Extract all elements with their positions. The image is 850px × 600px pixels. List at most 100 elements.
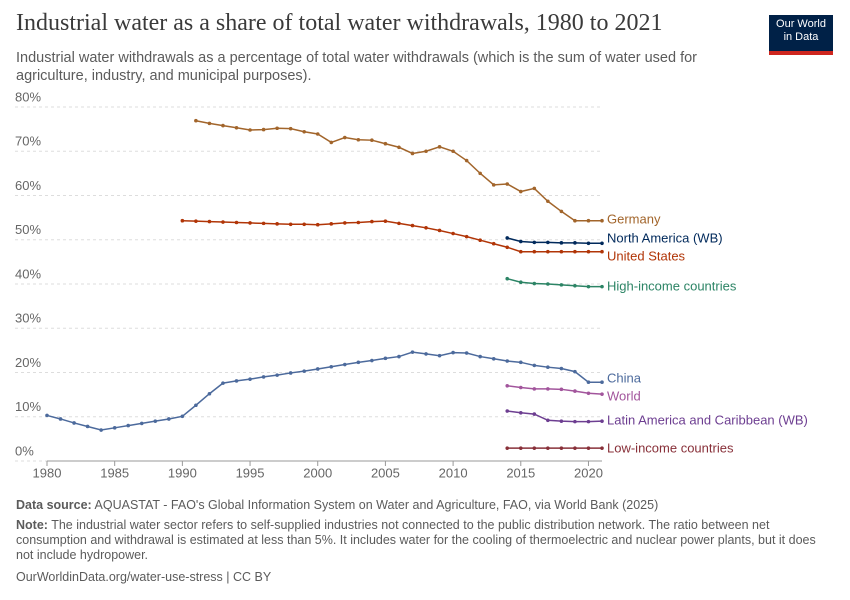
series-line [507,237,602,245]
x-tick-label: 1985 [100,465,129,480]
chart: 0% 10% 20% 30% 40% 50% 60% 70% 80% 1980 1985 1990 19… [15,89,808,480]
data-point [586,284,591,289]
data-point [315,132,320,136]
data-point [275,373,279,377]
chart-title: Industrial water as a share of total wat… [16,10,663,36]
url[interactable]: OurWorldinData.org/water-use-stress | CC… [16,570,272,584]
data-point [546,282,550,286]
series-label: Latin America and Caribbean (WB) [607,412,808,427]
data-point [194,118,198,123]
data-point [221,381,225,385]
data-point [329,364,334,369]
data-point [532,249,537,254]
source: AQUASTAT - FAO's Global Information Syst… [94,498,659,512]
data-point [424,352,428,356]
y-tick-label: 60% [15,178,41,193]
data-point [397,354,401,359]
data-point [600,241,604,246]
data-point [573,283,577,288]
logo[interactable]: Our World in Data [769,15,833,55]
data-point [546,446,550,450]
data-point [288,126,293,131]
data-point [573,419,577,424]
data-point [518,280,523,285]
data-point [356,360,361,365]
data-point [505,446,510,450]
data-point [586,249,591,254]
data-point [248,221,252,225]
data-point [437,145,442,149]
data-point [505,182,510,186]
data-point [194,219,198,223]
y-tick-label: 10% [15,399,41,414]
y-tick-label: 80% [15,89,41,104]
data-point [559,366,564,371]
series-line [507,385,603,395]
note: The industrial water sector refers to se… [16,518,816,562]
data-point [383,356,388,361]
data-point [45,413,49,418]
data-point [451,350,455,355]
data-point [221,220,225,224]
data-point [329,222,334,226]
data-point [207,391,212,396]
data-point [546,387,550,391]
data-point [559,446,564,450]
series-line [195,119,602,222]
source-label: Data source: [16,498,92,512]
data-point [234,379,239,383]
data-point [315,222,320,227]
data-point [167,417,171,421]
data-point [343,221,347,225]
data-point [491,241,496,246]
series-line [507,277,602,288]
data-point [410,223,415,228]
data-point [383,141,388,146]
data-point [180,414,185,419]
data-point [532,446,537,450]
data-point [85,424,90,429]
logo-text: Our World in Data [776,18,826,43]
data-point [600,380,604,385]
y-tick-label: 70% [15,134,41,149]
data-point [586,380,591,385]
series-label: World [607,388,641,403]
data-point [261,375,266,379]
x-tick-label: 1995 [236,465,265,480]
data-point [586,391,591,396]
data-point [153,419,158,423]
data-point [532,240,537,245]
data-point [491,356,496,361]
note-line: Note: The industrial water sector refers… [16,518,831,563]
data-point [370,358,374,363]
data-point [221,123,225,128]
data-point [397,145,401,150]
data-point [559,283,564,287]
series-line [507,410,603,423]
data-point [437,353,442,358]
data-point [139,421,144,426]
data-point [383,219,388,223]
data-point [329,140,334,145]
data-point [518,249,523,254]
data-point [464,234,469,239]
data-point [518,360,523,365]
series-label: China [607,370,642,385]
data-point [451,149,455,154]
data-point [532,387,537,391]
data-point [559,249,564,254]
data-point [72,421,76,425]
data-point [112,426,117,430]
data-point [248,377,252,381]
data-point [491,183,496,187]
data-point [207,219,212,224]
series-label: Germany [607,211,661,226]
data-point [424,226,428,230]
data-point [586,241,591,246]
data-point [546,199,550,204]
series-line [182,219,602,253]
data-point [302,129,306,134]
x-tick-label: 1980 [33,465,62,480]
y-tick-label: 40% [15,266,41,281]
data-point [302,222,306,227]
